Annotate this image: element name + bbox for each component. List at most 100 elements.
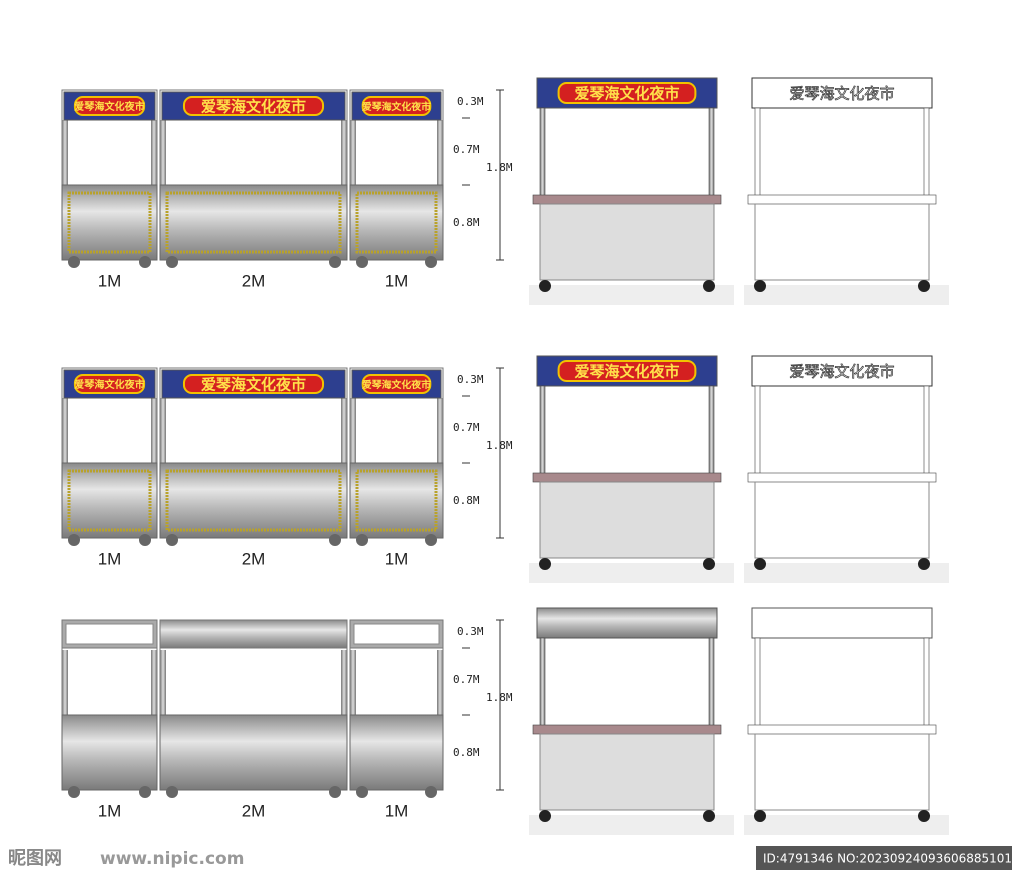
dim-label: 0.8M [453,746,480,759]
cart-box [754,733,930,811]
cart-wheel [703,280,715,292]
wheel [329,786,341,798]
wheel [139,256,151,268]
wheel [356,256,368,268]
width-label: 1M [385,801,409,820]
dim-label: 1.8M [486,691,513,704]
wheel [166,256,178,268]
sign-banner [361,96,432,116]
wheel [166,534,178,546]
cart-wheel [754,558,766,570]
width-label: 2M [242,271,266,290]
width-label: 1M [98,271,122,290]
cart-post [754,385,761,477]
width-label: 1M [385,549,409,568]
counter [61,714,158,791]
sign-text: 爱琴海文化夜市 [362,100,431,113]
width-label: 1M [385,271,409,290]
sign-text: 爱琴海文化夜市 [74,100,145,113]
wheel [68,256,80,268]
sign-text: 爱琴海文化夜市 [574,85,679,103]
sign-text: 爱琴海文化夜市 [574,363,679,381]
sign-banner [557,82,697,104]
sign-text: 爱琴海文化夜市 [362,378,431,391]
sign-text: 爱琴海文化夜市 [201,98,306,116]
cart-slab [532,194,722,205]
counter-border [67,191,152,254]
floor-shadow [529,815,734,835]
cart-wheel [918,810,930,822]
counter [349,462,444,539]
sign-banner [182,96,325,116]
cart-wheel [539,558,551,570]
sign-banner [361,374,432,394]
counter [159,714,348,791]
cart-slab [747,194,937,205]
dim-label: 0.8M [453,216,480,229]
dim-label: 1.8M [486,161,513,174]
wheel [329,534,341,546]
dim-label: 0.7M [453,421,480,434]
dim-label: 0.3M [457,625,484,638]
cart-slab [532,724,722,735]
dim-label: 0.8M [453,494,480,507]
sign-banner [182,374,325,394]
cart-post [539,107,546,199]
wheel [166,786,178,798]
cart-wheel [703,810,715,822]
floor-shadow [744,563,949,583]
width-label: 1M [98,549,122,568]
wheel [356,786,368,798]
cart-slab [747,472,937,483]
wheel [356,534,368,546]
counter-border [165,191,342,254]
watermark-url: www.nipic.com [100,849,244,869]
cart-post [754,107,761,199]
wheel [68,534,80,546]
sign-text: 爱琴海文化夜市 [789,85,894,103]
sign-banner [73,96,146,116]
sign-board [751,77,933,109]
width-label: 2M [242,549,266,568]
dim-label: 0.3M [457,373,484,386]
sign-inner [353,623,440,645]
cart-box [539,481,715,559]
width-label: 2M [242,801,266,820]
cart-post [539,637,546,729]
sign-text: 爱琴海文化夜市 [789,363,894,381]
floor-shadow [529,285,734,305]
counter-border [67,469,152,532]
watermark-box [0,840,250,880]
sign-text: 爱琴海文化夜市 [201,376,306,394]
wheel [425,786,437,798]
wheel [425,534,437,546]
cart-wheel [754,810,766,822]
sign-board [751,355,933,387]
cart-post [923,385,930,477]
sign-board [536,607,718,639]
wheel [139,786,151,798]
cart-box [539,733,715,811]
cart-slab [532,472,722,483]
floor-shadow [744,285,949,305]
floor-shadow [744,815,949,835]
cart-wheel [918,558,930,570]
counter [159,184,348,261]
counter [61,184,158,261]
cart-post [708,637,715,729]
cart-wheel [539,280,551,292]
cart-box [754,481,930,559]
cart-post [754,637,761,729]
wheel [68,786,80,798]
sign-text: 爱琴海文化夜市 [74,378,145,391]
sign-frame [159,619,348,649]
dim-label: 0.3M [457,95,484,108]
dim-label: 1.8M [486,439,513,452]
cart-post [708,385,715,477]
cart-wheel [918,280,930,292]
cart-slab [747,724,937,735]
cart-box [539,203,715,281]
counter [349,184,444,261]
cart-box [754,203,930,281]
counter-border [355,191,438,254]
